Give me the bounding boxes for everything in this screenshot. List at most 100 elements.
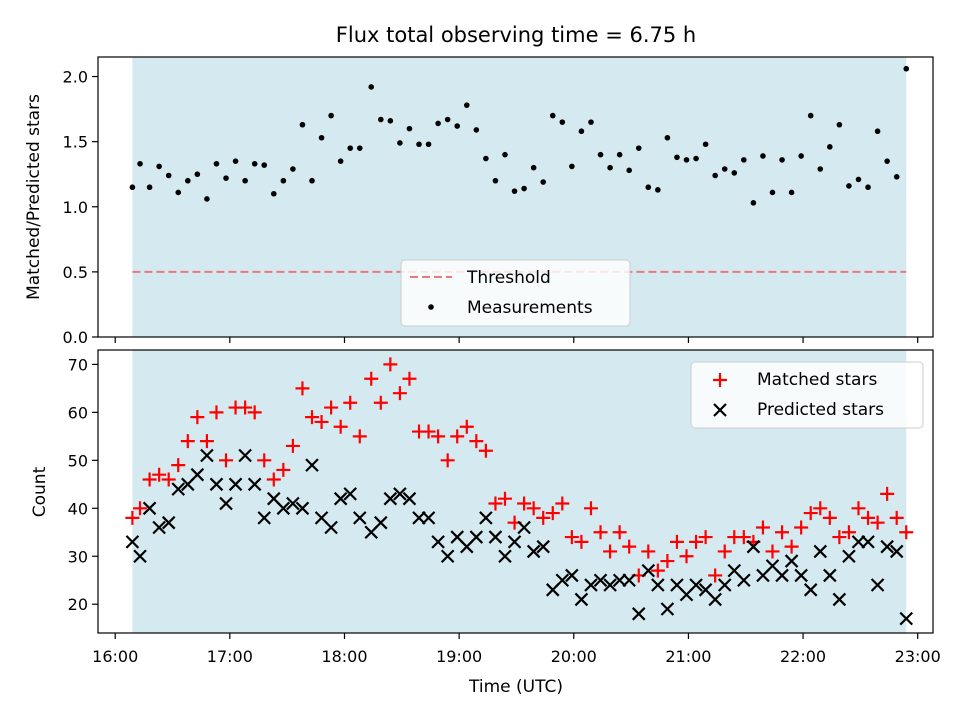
measurement-point <box>779 157 785 163</box>
predicted-point <box>803 583 818 597</box>
measurement-point <box>664 134 671 141</box>
matched-point <box>517 496 532 511</box>
measurement-point <box>721 166 728 172</box>
y-tick-label: 0.0 <box>63 328 88 347</box>
matched-point <box>180 434 195 449</box>
measurement-point <box>511 188 518 194</box>
matched-point <box>545 506 560 521</box>
predicted-point <box>813 544 828 559</box>
measurement-point <box>328 112 334 119</box>
x-axis-ticks: 16:00 17:00 18:00 19:00 20:00 21:00 22:00 23:00 <box>92 633 941 666</box>
measurement-point <box>817 166 824 172</box>
matched-point <box>526 501 541 516</box>
y-tick-label: 50 <box>68 451 88 470</box>
measurement-point <box>865 184 871 191</box>
matched-point <box>612 525 627 540</box>
predicted-point <box>238 448 252 463</box>
predicted-point <box>152 520 166 535</box>
predicted-point <box>324 520 338 535</box>
measurement-points <box>129 65 910 206</box>
predicted-point <box>219 496 233 511</box>
y-tick-label: 70 <box>68 355 88 374</box>
matched-point <box>161 472 176 487</box>
measurement-point <box>903 65 910 72</box>
y-axis-ticks: 0.0 0.5 1.0 1.5 2.0 <box>63 68 98 347</box>
matched-point <box>689 534 704 549</box>
matched-point <box>822 510 837 525</box>
matched-point <box>593 525 608 540</box>
x-tick-label: 16:00 <box>92 647 138 666</box>
matched-point <box>133 501 148 516</box>
matched-point <box>402 371 417 386</box>
predicted-point <box>746 539 761 554</box>
matched-point <box>669 534 684 549</box>
predicted-point <box>794 568 808 583</box>
predicted-point <box>161 515 176 530</box>
measurement-point <box>204 196 210 202</box>
measurement-point <box>146 184 153 191</box>
matched-point <box>861 510 876 525</box>
predicted-point <box>823 568 837 583</box>
measurement-point <box>616 151 623 158</box>
matched-point <box>755 520 770 535</box>
measurement-point <box>741 157 747 163</box>
matched-point <box>717 544 732 559</box>
predicted-point <box>295 501 310 516</box>
y-tick-label: 2.0 <box>63 68 88 87</box>
measurement-point <box>261 162 268 168</box>
matched-point <box>324 400 339 415</box>
x-tick-label: 23:00 <box>895 647 941 666</box>
matched-point <box>650 563 665 578</box>
predicted-point <box>402 491 417 506</box>
matched-point <box>142 472 157 487</box>
measurement-point <box>129 184 136 191</box>
measurement-point <box>280 177 287 184</box>
matched-point <box>497 491 512 506</box>
measurement-point <box>356 145 363 151</box>
measurement-point <box>502 151 508 158</box>
y-axis-ticks: 20 30 40 50 60 70 <box>68 355 98 614</box>
matched-point <box>784 539 799 554</box>
measurement-point <box>463 102 470 108</box>
matched-point <box>555 496 570 511</box>
measurement-point <box>194 171 201 178</box>
predicted-point <box>440 549 455 564</box>
legend-box <box>400 259 631 327</box>
matched-point <box>870 515 885 530</box>
x-tick-label: 17:00 <box>207 647 253 666</box>
measurement-point <box>827 144 833 150</box>
predicted-point <box>775 568 789 583</box>
measurement-point <box>242 177 248 184</box>
predicted-point <box>832 592 847 607</box>
predicted-point <box>142 501 157 516</box>
measurement-point <box>397 140 403 146</box>
measurement-point <box>807 112 814 119</box>
matched-point <box>660 554 675 569</box>
measurement-point <box>893 174 900 180</box>
measurement-point <box>693 155 699 162</box>
predicted-point <box>479 511 493 525</box>
measurement-point <box>836 121 843 128</box>
legend-label-predicted: Predicted stars <box>757 400 884 420</box>
predicted-point <box>517 520 531 535</box>
predicted-point <box>784 554 799 568</box>
legend-measurements-swatch <box>428 304 434 310</box>
predicted-point <box>737 573 751 588</box>
x-tick-label: 18:00 <box>321 647 367 666</box>
count-panel: 20 30 40 50 60 70 16:00 17:00 18:00 19:00 20:00 21… <box>30 349 941 697</box>
predicted-point <box>708 592 722 607</box>
matched-point <box>305 410 320 425</box>
predicted-point <box>276 501 291 516</box>
matched-point <box>238 400 253 415</box>
legend-label-matched: Matched stars <box>757 370 877 390</box>
measurement-point <box>175 189 182 196</box>
measurement-point <box>318 134 325 141</box>
y-tick-label: 1.0 <box>63 198 88 217</box>
matched-point <box>880 486 895 501</box>
measurement-point <box>607 164 613 171</box>
matched-point <box>383 357 398 372</box>
measurement-point <box>185 177 191 184</box>
predicted-point <box>603 578 617 592</box>
matched-point <box>209 405 224 420</box>
matched-point <box>574 534 589 549</box>
